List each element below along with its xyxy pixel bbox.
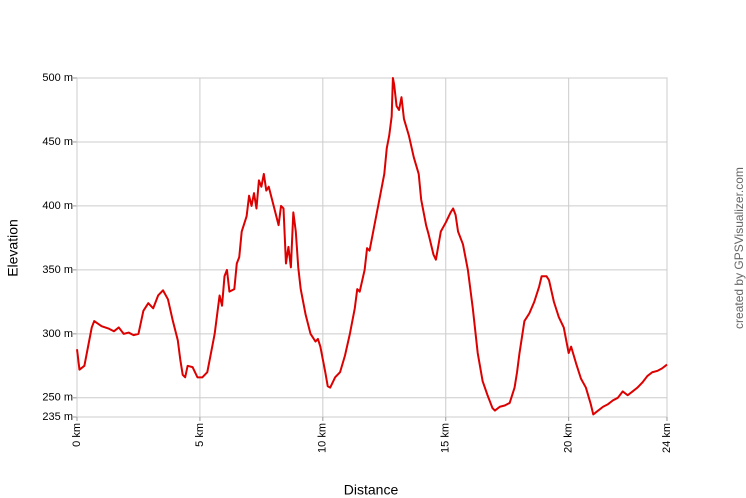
y-tick-label: 500 m <box>42 72 73 84</box>
y-tick-label: 400 m <box>42 200 73 212</box>
y-tick-label: 250 m <box>42 392 73 404</box>
y-tick-label: 300 m <box>42 328 73 340</box>
plot-area <box>76 77 668 418</box>
elevation-line <box>76 77 668 416</box>
x-tick-label: 24 km <box>661 423 673 453</box>
x-axis-title: Distance <box>344 482 399 498</box>
credit: created by GPSVisualizer.com <box>732 167 746 329</box>
y-tick-label: 235 m <box>42 411 73 423</box>
x-tick-label: 10 km <box>317 423 329 453</box>
x-tick-label: 15 km <box>440 423 452 453</box>
y-tick-label: 450 m <box>42 136 73 148</box>
y-tick-label: 350 m <box>42 264 73 276</box>
x-tick-label: 0 km <box>71 423 83 447</box>
x-tick-label: 5 km <box>194 423 206 447</box>
x-tick-label: 20 km <box>563 423 575 453</box>
y-axis-title: Elevation <box>5 219 21 277</box>
